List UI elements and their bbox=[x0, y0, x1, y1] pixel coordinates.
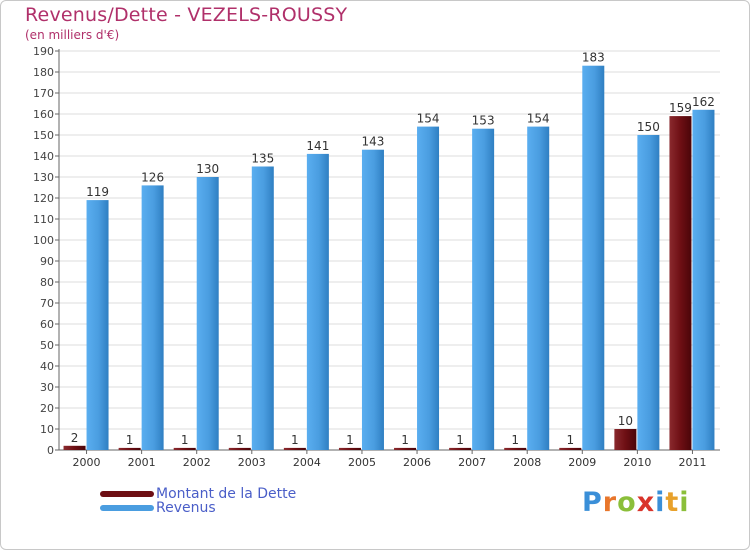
x-tick-label: 2005 bbox=[348, 456, 376, 469]
y-tick-label: 30 bbox=[40, 381, 54, 394]
y-tick-label: 50 bbox=[40, 339, 54, 352]
debt-bar bbox=[283, 447, 306, 450]
y-tick-label: 70 bbox=[40, 297, 54, 310]
legend-swatch-revenue bbox=[100, 505, 154, 511]
debt-data-label: 1 bbox=[511, 433, 519, 447]
debt-data-label: 1 bbox=[401, 433, 409, 447]
revenue-data-label: 130 bbox=[196, 162, 219, 176]
legend-item-revenue: Revenus bbox=[100, 500, 216, 516]
y-tick-label: 180 bbox=[33, 66, 54, 79]
x-tick-label: 2006 bbox=[403, 456, 431, 469]
debt-data-label: 1 bbox=[566, 433, 574, 447]
debt-data-label: 1 bbox=[126, 433, 134, 447]
x-tick-label: 2001 bbox=[128, 456, 156, 469]
logo-letter: o bbox=[617, 487, 637, 518]
debt-bar bbox=[228, 447, 251, 450]
debt-data-label: 1 bbox=[291, 433, 299, 447]
chart-title: Revenus/Dette - VEZELS-ROUSSY bbox=[25, 4, 348, 26]
revenue-bar bbox=[306, 153, 329, 450]
debt-data-label: 1 bbox=[456, 433, 464, 447]
debt-bar bbox=[559, 447, 582, 450]
debt-data-label: 10 bbox=[618, 414, 633, 428]
revenue-data-label: 119 bbox=[86, 185, 109, 199]
debt-bar bbox=[338, 447, 361, 450]
x-tick-label: 2007 bbox=[458, 456, 486, 469]
debt-bar bbox=[504, 447, 527, 450]
y-tick-label: 160 bbox=[33, 108, 54, 121]
y-tick-label: 130 bbox=[33, 171, 54, 184]
logo-letter: P bbox=[582, 487, 603, 518]
revenue-data-label: 154 bbox=[527, 112, 550, 126]
legend-label-debt: Montant de la Dette bbox=[156, 486, 297, 502]
revenue-bar bbox=[141, 185, 164, 450]
revenue-bar bbox=[251, 166, 274, 450]
debt-data-label: 2 bbox=[71, 431, 79, 445]
logo-letter: i bbox=[679, 487, 690, 518]
legend-item-debt: Montant de la Dette bbox=[100, 486, 296, 502]
legend-label-revenue: Revenus bbox=[156, 500, 216, 516]
debt-bar bbox=[449, 447, 472, 450]
debt-bar bbox=[394, 447, 417, 450]
legend-swatch-debt bbox=[100, 491, 154, 497]
y-tick-label: 120 bbox=[33, 192, 54, 205]
chart-subtitle: (en milliers d'€) bbox=[25, 28, 120, 42]
y-tick-label: 140 bbox=[33, 150, 54, 163]
debt-bar bbox=[63, 445, 86, 450]
revenue-bar bbox=[196, 177, 219, 450]
revenue-data-label: 126 bbox=[141, 170, 164, 184]
revenue-bar bbox=[582, 65, 605, 450]
revenue-bar bbox=[692, 109, 715, 451]
revenue-data-label: 162 bbox=[692, 95, 715, 109]
y-tick-label: 10 bbox=[40, 423, 54, 436]
revenue-data-label: 143 bbox=[362, 135, 385, 149]
debt-bar bbox=[118, 447, 141, 450]
proxiti-logo: Proxiti bbox=[582, 487, 690, 518]
y-tick-label: 40 bbox=[40, 360, 54, 373]
debt-bar bbox=[614, 429, 637, 450]
debt-bar bbox=[173, 447, 196, 450]
x-tick-label: 2011 bbox=[678, 456, 706, 469]
y-tick-label: 100 bbox=[33, 234, 54, 247]
logo-letter: t bbox=[665, 487, 680, 518]
x-tick-label: 2002 bbox=[183, 456, 211, 469]
x-tick-label: 2009 bbox=[568, 456, 596, 469]
y-tick-label: 150 bbox=[33, 129, 54, 142]
y-tick-label: 0 bbox=[47, 444, 54, 457]
y-tick-label: 90 bbox=[40, 255, 54, 268]
revenue-bar bbox=[637, 135, 660, 450]
x-tick-label: 2004 bbox=[293, 456, 321, 469]
revenue-bar bbox=[417, 126, 440, 450]
debt-data-label: 1 bbox=[236, 433, 244, 447]
revenue-data-label: 183 bbox=[582, 51, 605, 65]
x-tick-label: 2000 bbox=[73, 456, 101, 469]
y-tick-label: 190 bbox=[33, 45, 54, 58]
y-tick-label: 170 bbox=[33, 87, 54, 100]
revenue-data-label: 154 bbox=[417, 112, 440, 126]
y-tick-label: 20 bbox=[40, 402, 54, 415]
revenue-data-label: 135 bbox=[251, 152, 274, 166]
x-tick-label: 2003 bbox=[238, 456, 266, 469]
debt-bar bbox=[669, 116, 692, 450]
x-tick-label: 2010 bbox=[623, 456, 651, 469]
debt-data-label: 1 bbox=[181, 433, 189, 447]
debt-data-label: 1 bbox=[346, 433, 354, 447]
x-tick-label: 2008 bbox=[513, 456, 541, 469]
revenue-bar bbox=[527, 126, 550, 450]
y-tick-label: 60 bbox=[40, 318, 54, 331]
revenue-bar bbox=[86, 200, 109, 450]
y-tick-label: 80 bbox=[40, 276, 54, 289]
logo-letter: r bbox=[602, 487, 618, 518]
logo-letter: x bbox=[636, 487, 656, 518]
debt-data-label: 159 bbox=[669, 101, 692, 115]
revenue-data-label: 150 bbox=[637, 120, 660, 134]
revenue-data-label: 153 bbox=[472, 114, 495, 128]
revenue-bar bbox=[472, 128, 495, 450]
revenue-bar bbox=[361, 149, 384, 450]
logo-letter: i bbox=[655, 487, 666, 518]
revenue-data-label: 141 bbox=[306, 139, 329, 153]
y-tick-label: 110 bbox=[33, 213, 54, 226]
